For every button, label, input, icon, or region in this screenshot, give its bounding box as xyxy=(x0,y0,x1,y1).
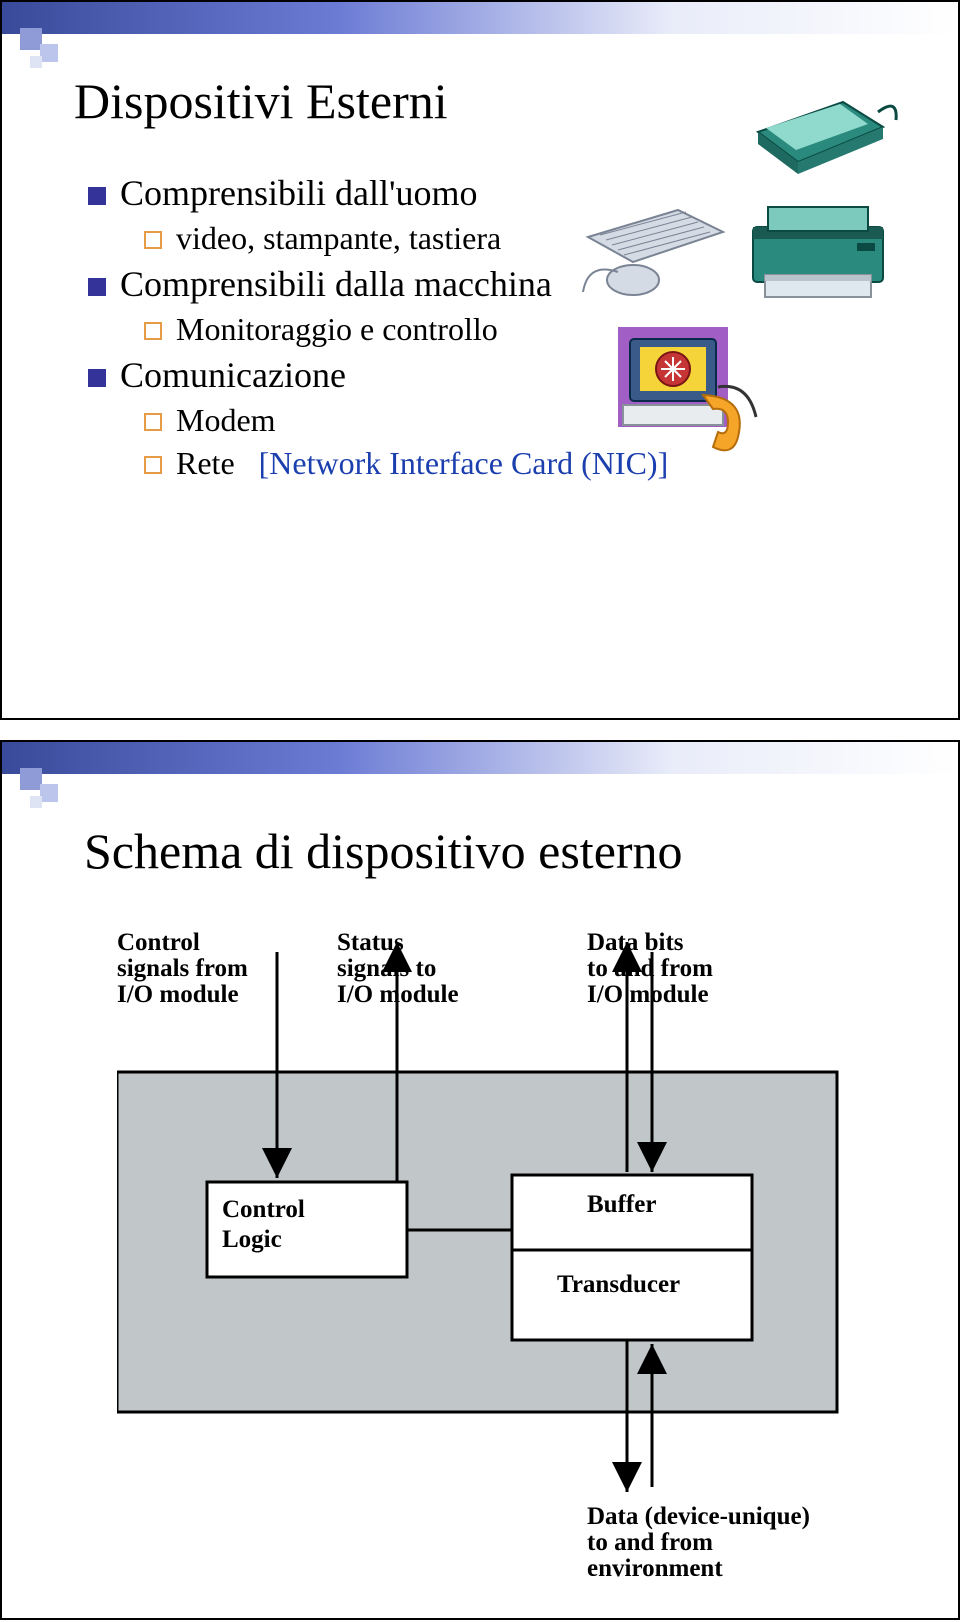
svg-text:Buffer: Buffer xyxy=(587,1191,656,1218)
svg-text:to and from: to and from xyxy=(587,1529,713,1556)
item-label: Modem xyxy=(176,402,276,439)
item-label: Comunicazione xyxy=(120,354,346,396)
svg-text:I/O module: I/O module xyxy=(587,981,709,1008)
square-outline-bullet-icon xyxy=(144,413,162,431)
svg-text:I/O module: I/O module xyxy=(117,981,239,1008)
scanner-icon xyxy=(758,102,896,174)
computer-phone-icon xyxy=(618,327,756,450)
label-status-signals: Status xyxy=(337,932,404,956)
item-label: Comprensibili dall'uomo xyxy=(120,172,477,214)
square-bullet-icon xyxy=(88,369,106,387)
square-bullet-icon xyxy=(88,278,106,296)
slide-external-device-schema: Schema di dispositivo esterno Control si… xyxy=(0,740,960,1620)
corner-decoration xyxy=(20,768,62,810)
keyboard-mouse-icon xyxy=(583,210,723,295)
corner-decoration xyxy=(20,28,62,70)
item-label: Comprensibili dalla macchina xyxy=(120,263,552,305)
clipart-area xyxy=(578,92,898,432)
svg-text:Control: Control xyxy=(222,1196,305,1223)
square-outline-bullet-icon xyxy=(144,456,162,474)
slide-title: Dispositivi Esterni xyxy=(74,72,448,130)
printer-icon xyxy=(753,207,883,297)
square-outline-bullet-icon xyxy=(144,231,162,249)
square-bullet-icon xyxy=(88,187,106,205)
svg-text:signals to: signals to xyxy=(337,955,436,982)
gradient-bar xyxy=(2,2,958,34)
gradient-bar xyxy=(2,742,958,774)
label-environment: Data (device-unique) xyxy=(587,1503,810,1530)
block-diagram: Control signals from I/O module Status s… xyxy=(117,932,857,1602)
svg-text:Logic: Logic xyxy=(222,1226,282,1253)
label-control-signals: Control xyxy=(117,932,200,956)
item-label: Rete xyxy=(176,445,235,481)
svg-text:to and from: to and from xyxy=(587,955,713,982)
item-label: video, stampante, tastiera xyxy=(176,220,501,257)
label-data-bits: Data bits xyxy=(587,932,684,956)
slide-external-devices: Dispositivi Esterni Comprensibili dall'u… xyxy=(0,0,960,720)
svg-text:signals from: signals from xyxy=(117,955,248,982)
square-outline-bullet-icon xyxy=(144,322,162,340)
svg-text:Transducer: Transducer xyxy=(557,1271,680,1298)
slide-title: Schema di dispositivo esterno xyxy=(84,822,683,880)
svg-text:environment: environment xyxy=(587,1555,723,1582)
item-label: Monitoraggio e controllo xyxy=(176,311,498,348)
